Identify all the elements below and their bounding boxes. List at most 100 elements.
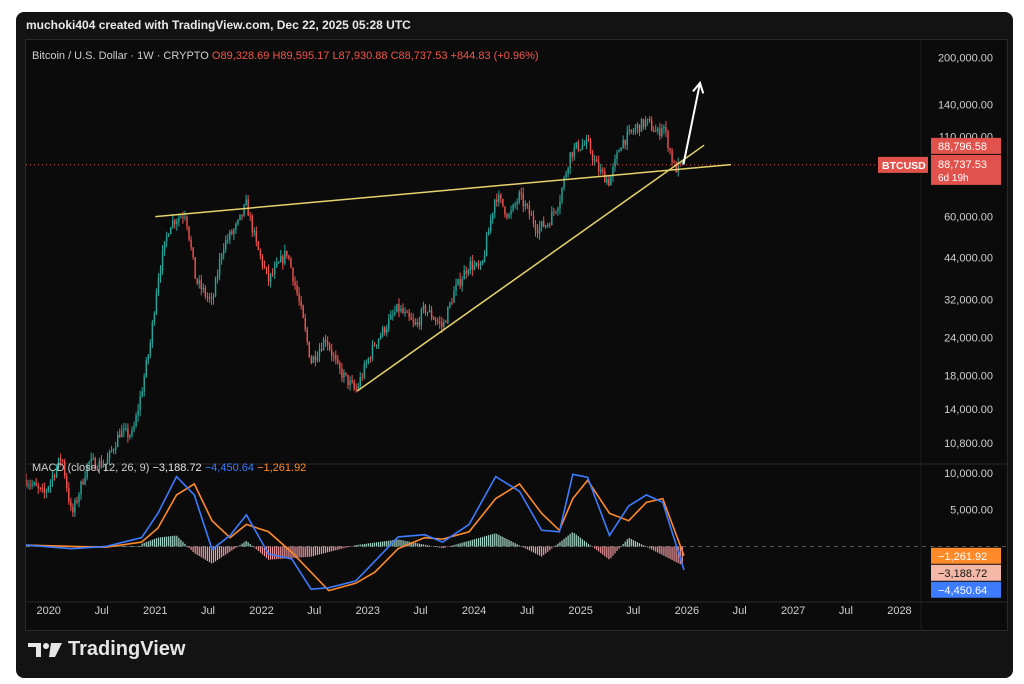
macd-histogram-bar	[166, 536, 168, 547]
candle-body	[512, 204, 514, 211]
macd-histogram-bar	[200, 546, 202, 558]
candle-body	[25, 479, 27, 486]
candle-body	[259, 249, 262, 256]
brand-label: TradingView	[68, 638, 186, 660]
macd-histogram-bar	[245, 540, 247, 547]
macd-histogram-bar	[304, 546, 306, 558]
macd-histogram-bar	[524, 546, 526, 549]
candle-body	[37, 485, 39, 488]
candle-body	[127, 428, 129, 437]
macd-histogram-bar	[123, 545, 125, 547]
macd-histogram-bar	[492, 534, 494, 547]
candle-body	[626, 131, 628, 145]
x-tick-label: 2020	[36, 605, 60, 617]
macd-histogram-bar	[526, 546, 528, 550]
candle-body	[457, 279, 459, 285]
candle-body	[290, 258, 292, 268]
macd-histogram-bar	[318, 546, 321, 555]
candle-body	[563, 177, 565, 188]
candle-body	[498, 194, 500, 202]
macd-histogram-bar	[469, 540, 471, 547]
macd-histogram-bar	[465, 541, 467, 547]
candle-body	[139, 396, 141, 411]
macd-histogram-bar	[396, 539, 398, 547]
candle-body	[642, 119, 645, 127]
macd-histogram-bar	[312, 546, 314, 557]
candle-body	[618, 151, 620, 153]
macd-histogram-bar	[149, 540, 151, 547]
candle-body	[106, 458, 109, 465]
macd-histogram-bar	[382, 541, 384, 547]
candle-body	[671, 150, 673, 162]
macd-histogram-bar	[433, 546, 435, 547]
candle-body	[597, 161, 600, 172]
macd-histogram-bar	[375, 542, 378, 547]
candle-body	[261, 255, 264, 266]
macd-pane	[25, 473, 1007, 592]
candle-body	[178, 217, 180, 222]
candle-body	[27, 484, 29, 486]
macd-histogram-bar	[651, 546, 653, 550]
macd-histogram-bar	[324, 546, 327, 553]
macd-histogram-bar	[447, 546, 449, 547]
candle-body	[304, 317, 306, 330]
candle-body	[400, 308, 402, 312]
candle-body	[231, 231, 233, 235]
x-tick-label: Jul	[201, 605, 215, 617]
macd-histogram-bar	[237, 546, 239, 547]
macd-histogram-bar	[622, 544, 624, 547]
candle-body	[167, 234, 170, 237]
candle-body	[386, 328, 388, 333]
candle-body	[86, 464, 88, 478]
candle-body	[424, 305, 427, 313]
macd-histogram-bar	[172, 535, 174, 547]
macd-histogram-bar	[235, 546, 237, 548]
macd-histogram-bar	[153, 538, 155, 547]
macd-histogram-bar	[176, 535, 178, 547]
candle-body	[349, 380, 351, 386]
candle-body	[135, 415, 137, 427]
macd-tag-signal-value: −4,450.64	[938, 585, 987, 597]
candle-body	[121, 430, 123, 438]
macd-histogram-bar	[502, 536, 504, 547]
macd-histogram-bar	[386, 540, 388, 547]
candle-body	[392, 314, 394, 316]
candle-body	[180, 216, 182, 218]
candle-body	[312, 356, 315, 363]
macd-histogram-bar	[320, 546, 323, 554]
macd-histogram-bar	[341, 546, 343, 549]
candle-body	[379, 335, 382, 339]
candle-body	[243, 204, 245, 216]
macd-histogram-bar	[227, 546, 229, 554]
macd-histogram-bar	[263, 546, 266, 557]
tradingview-brand[interactable]: TradingView	[28, 638, 185, 661]
macd-histogram-bar	[214, 546, 217, 562]
macd-histogram-bar	[365, 543, 367, 547]
candle-body	[294, 281, 296, 286]
last-price-value: 88,737.53	[938, 159, 987, 171]
macd-histogram-bar	[398, 539, 400, 547]
chart-panel[interactable]: 200,000.00 140,000.00 110,000.00 60,000.00 4…	[25, 39, 1008, 631]
candle-body	[383, 327, 386, 333]
trendline	[155, 163, 731, 218]
candle-body	[473, 265, 476, 270]
candle-body	[608, 178, 610, 186]
candle-body	[280, 256, 282, 263]
candle-body	[396, 303, 398, 312]
candle-body	[388, 319, 390, 329]
candle-body	[206, 295, 209, 298]
macd-histogram-bar	[632, 540, 634, 547]
macd-tag-signal	[931, 581, 1001, 598]
macd-y-tick-label: 5,000.00	[950, 505, 993, 517]
grid-layer	[26, 40, 1007, 630]
candle-body	[522, 193, 525, 207]
candle-body	[353, 382, 355, 389]
macd-histogram-bar	[261, 546, 264, 555]
macd-histogram-bar	[343, 546, 345, 549]
y-tick-label: 24,000.00	[944, 333, 993, 345]
macd-histogram-bar	[528, 546, 531, 551]
macd-histogram-bar	[333, 546, 335, 551]
candle-body	[184, 216, 186, 218]
macd-histogram-bar	[587, 543, 590, 547]
chart-svg[interactable]: 200,000.00140,000.00110,000.0060,000.004…	[25, 40, 1007, 630]
